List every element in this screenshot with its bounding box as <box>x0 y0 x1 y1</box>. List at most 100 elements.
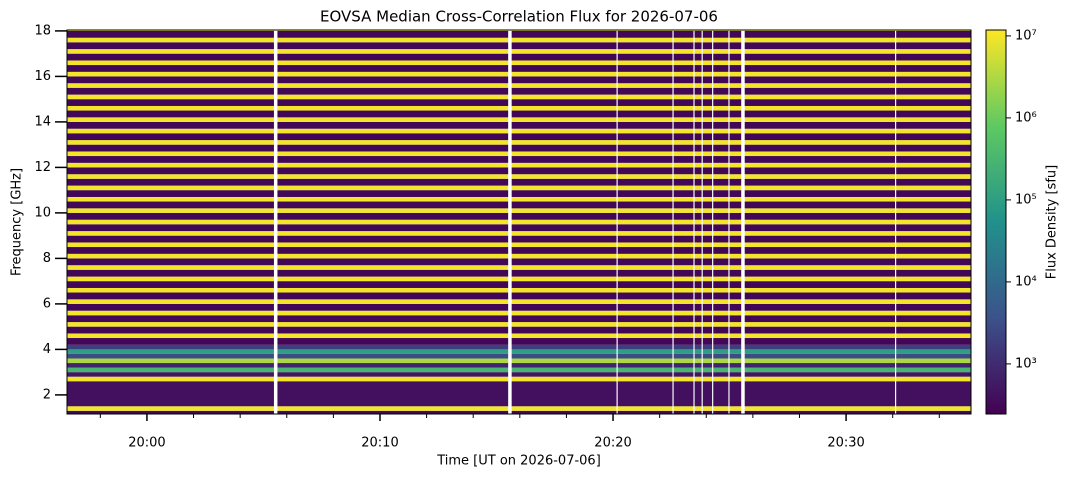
heatmap-cell <box>67 349 971 354</box>
heatmap-cell <box>67 144 971 152</box>
y-tick-label: 6 <box>43 296 51 311</box>
heatmap-cell <box>67 344 971 350</box>
heatmap-cell <box>67 276 971 282</box>
heatmap-cell <box>67 247 971 254</box>
heatmap-cell <box>67 338 971 345</box>
heatmap-cell <box>67 406 971 411</box>
heatmap-cell <box>67 156 971 163</box>
heatmap-cell <box>67 87 971 95</box>
y-tick-label: 12 <box>34 160 51 175</box>
heatmap-cell <box>67 185 971 191</box>
heatmap-cell <box>67 358 971 364</box>
heatmap-cell <box>67 42 971 50</box>
heatmap-cell <box>67 174 971 179</box>
heatmap-cell <box>67 333 971 339</box>
heatmap-cell <box>67 128 971 134</box>
heatmap-cell <box>67 71 971 77</box>
heatmap-cell <box>67 381 971 407</box>
heatmap-cell <box>67 326 971 334</box>
heatmap-cell <box>67 322 971 327</box>
heatmap-cell <box>67 353 971 359</box>
heatmap-cell <box>67 105 971 111</box>
heatmap-cell <box>67 162 971 168</box>
heatmap-cell <box>67 110 971 118</box>
colorbar-tick-label: 10³ <box>1015 356 1037 371</box>
heatmap-cell <box>67 281 971 288</box>
heatmap-cell <box>67 30 971 38</box>
y-axis-label: Frequency [GHz] <box>10 168 25 276</box>
heatmap-cell <box>67 235 971 243</box>
heatmap-cell <box>67 299 971 304</box>
heatmap-cell <box>67 410 971 414</box>
heatmap-cell <box>67 99 971 106</box>
heatmap-cell <box>67 49 971 54</box>
data-gap <box>895 30 897 414</box>
heatmap-cell <box>67 292 971 300</box>
heatmap-cell <box>67 140 971 145</box>
colorbar <box>985 29 1007 415</box>
heatmap-cell <box>67 372 971 377</box>
heatmap-cell <box>67 167 971 175</box>
heatmap-cell <box>67 121 971 129</box>
colorbar-tick-label: 10⁵ <box>1015 192 1037 207</box>
heatmap-cell <box>67 231 971 236</box>
heatmap-cell <box>67 65 971 72</box>
data-gap <box>693 30 695 414</box>
heatmap-cell <box>67 201 971 209</box>
colorbar-tick-label: 10⁴ <box>1015 274 1037 289</box>
heatmap-cell <box>67 363 971 368</box>
heatmap-cell <box>67 242 971 248</box>
colorbar-label: Flux Density [sfu] <box>1045 165 1060 279</box>
heatmap-cell <box>67 151 971 157</box>
x-tick-label: 20:10 <box>361 436 398 451</box>
heatmap-cell <box>67 208 971 213</box>
data-gap <box>672 30 674 414</box>
colorbar-tick-label: 10⁷ <box>1015 28 1037 43</box>
heatmap-cell <box>67 212 971 220</box>
heatmap-cell <box>67 258 971 266</box>
x-tick-label: 20:30 <box>827 436 864 451</box>
y-tick-label: 2 <box>43 387 51 402</box>
data-gap <box>273 30 278 414</box>
heatmap-cell <box>67 83 971 88</box>
data-gap <box>728 30 730 414</box>
y-tick-label: 4 <box>43 342 51 357</box>
data-gap <box>712 30 714 414</box>
heatmap-cell <box>67 94 971 100</box>
y-tick-label: 10 <box>34 205 51 220</box>
heatmap-cell <box>67 367 971 373</box>
heatmap-cell <box>67 303 971 311</box>
y-tick-label: 14 <box>34 114 51 129</box>
heatmap-cell <box>67 269 971 277</box>
data-gap <box>616 30 618 414</box>
heatmap-cell <box>67 190 971 197</box>
heatmap-cell <box>67 196 971 202</box>
plot-frame <box>66 29 972 415</box>
y-tick-label: 8 <box>43 251 51 266</box>
data-gap <box>701 30 703 414</box>
chart-title: EOVSA Median Cross-Correlation Flux for … <box>320 8 718 26</box>
x-tick-label: 20:00 <box>128 436 165 451</box>
x-tick-label: 20:20 <box>594 436 631 451</box>
heatmap-cell <box>67 53 971 61</box>
heatmap-cell <box>67 287 971 293</box>
heatmap-cell <box>67 224 971 232</box>
y-tick-label: 16 <box>34 69 51 84</box>
x-axis-label: Time [UT on 2026-07-06] <box>436 454 601 469</box>
heatmap-cell <box>67 37 971 43</box>
heatmap-cell <box>67 315 971 323</box>
heatmap-cell <box>67 310 971 316</box>
heatmap-cell <box>67 219 971 225</box>
data-gap <box>508 30 512 414</box>
heatmap-cell <box>67 133 971 141</box>
heatmap-cell <box>67 117 971 122</box>
y-tick-label: 18 <box>34 23 51 38</box>
heatmap-cell <box>67 60 971 66</box>
heatmap-cell <box>67 76 971 84</box>
heatmap-cell <box>67 178 971 186</box>
heatmap-cell <box>67 376 971 382</box>
colorbar-tick-label: 10⁶ <box>1015 110 1037 125</box>
heatmap-cell <box>67 265 971 270</box>
heatmap-cell <box>67 253 971 259</box>
